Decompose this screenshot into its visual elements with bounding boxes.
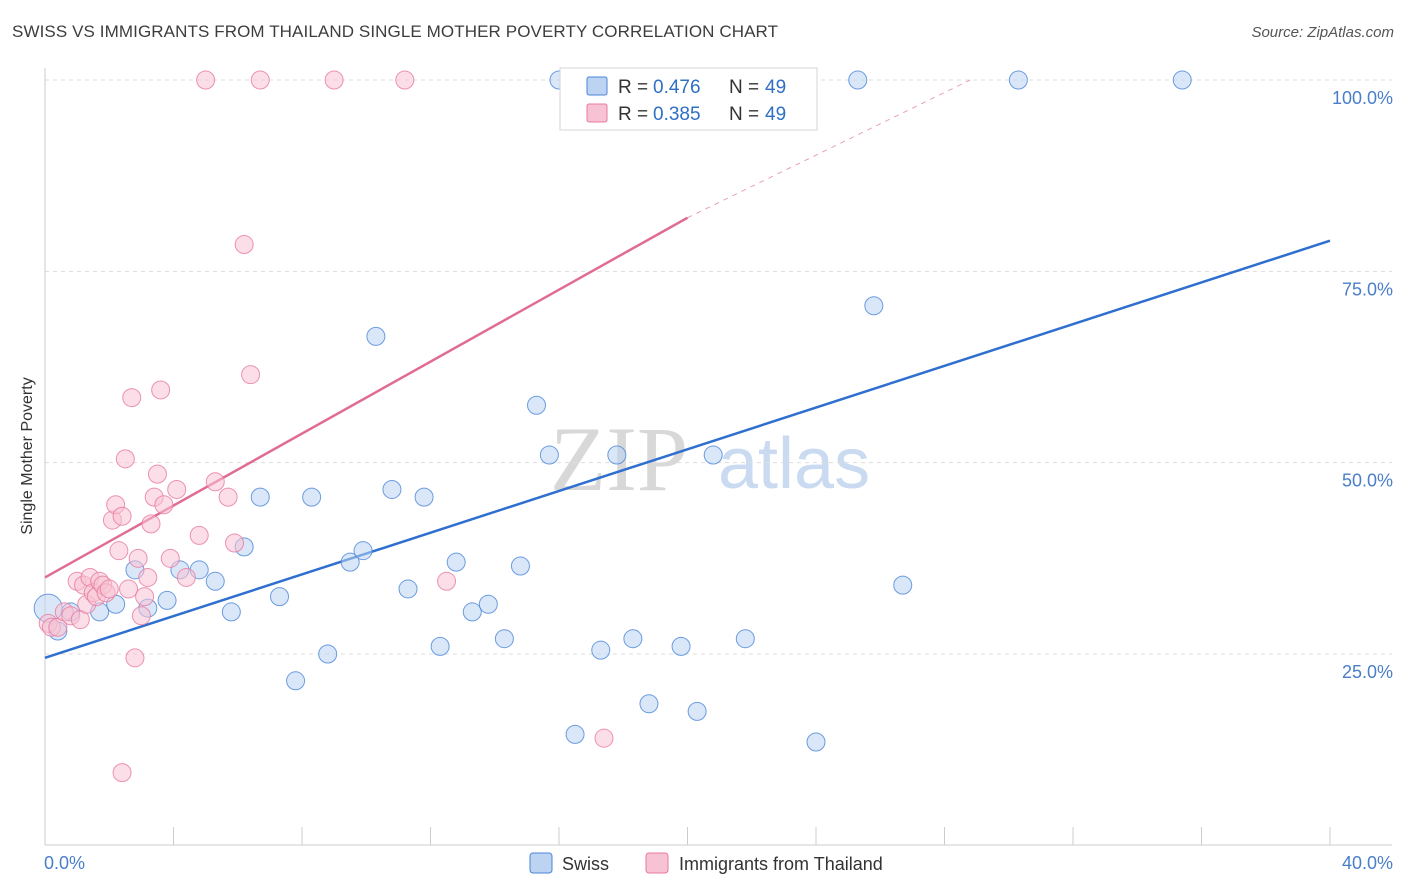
point-thailand — [154, 495, 174, 515]
y-tick-label-75: 75.0% — [1342, 279, 1393, 299]
point-thailand — [122, 388, 142, 408]
correlation-legend: R = 0.476 N = 49 R = 0.385 N = 49 — [559, 67, 818, 131]
point-thailand — [176, 567, 196, 587]
point-thailand — [324, 70, 344, 90]
point-swiss — [340, 552, 360, 572]
point-swiss — [565, 724, 585, 744]
point-thailand — [112, 506, 132, 526]
legend-n-label-thailand: N = — [729, 104, 759, 125]
y-tick-label-50: 50.0% — [1342, 471, 1393, 491]
point-thailand — [138, 567, 158, 587]
point-swiss — [462, 602, 482, 622]
point-thailand — [135, 587, 155, 607]
legend-r-value-thailand: 0.385 — [653, 104, 701, 125]
axes: 0.0% 40.0% — [44, 68, 1393, 873]
legend-n-value-thailand: 49 — [765, 104, 786, 125]
bottom-legend-swatch-thailand — [645, 852, 669, 874]
point-thailand — [109, 541, 129, 561]
legend-swatch-thailand — [586, 103, 608, 123]
legend-n-value-swiss: 49 — [765, 77, 786, 98]
point-thailand — [218, 487, 238, 507]
point-swiss — [527, 395, 547, 415]
point-swiss — [703, 445, 723, 465]
point-swiss — [157, 590, 177, 610]
source-credit: Source: ZipAtlas.com — [1251, 24, 1394, 41]
point-swiss — [205, 571, 225, 591]
point-swiss — [893, 575, 913, 595]
point-thailand — [437, 571, 457, 591]
legend-n-label-swiss: N = — [729, 77, 759, 98]
point-swiss — [414, 487, 434, 507]
trend-line-swiss — [44, 239, 1331, 660]
point-swiss — [864, 296, 884, 316]
point-thailand — [167, 479, 187, 499]
point-thailand — [99, 579, 119, 599]
point-thailand — [125, 648, 145, 668]
point-thailand — [594, 728, 614, 748]
point-swiss — [639, 694, 659, 714]
chart-title: SWISS VS IMMIGRANTS FROM THAILAND SINGLE… — [12, 22, 779, 41]
point-thailand — [250, 70, 270, 90]
bottom-legend-label-thailand: Immigrants from Thailand — [679, 854, 883, 874]
point-swiss — [286, 671, 306, 691]
point-thailand — [147, 464, 167, 484]
point-thailand — [141, 514, 161, 534]
point-swiss — [848, 70, 868, 90]
point-thailand — [131, 606, 151, 626]
point-swiss — [1008, 70, 1028, 90]
point-swiss — [430, 636, 450, 656]
legend-r-label-swiss: R = — [618, 77, 648, 98]
point-swiss — [806, 732, 826, 752]
point-thailand — [234, 235, 254, 255]
point-thailand — [225, 533, 245, 553]
point-thailand — [241, 365, 261, 385]
point-thailand — [119, 579, 139, 599]
point-swiss — [687, 701, 707, 721]
point-swiss — [398, 579, 418, 599]
point-thailand — [160, 548, 180, 568]
point-swiss — [735, 629, 755, 649]
trend-line-thailand-extension — [687, 79, 971, 219]
point-swiss — [539, 445, 559, 465]
legend-r-value-swiss: 0.476 — [653, 77, 701, 98]
legend-swatch-swiss — [586, 76, 608, 96]
point-swiss — [221, 602, 241, 622]
point-swiss — [270, 587, 290, 607]
point-swiss — [318, 644, 338, 664]
bottom-legend-label-swiss: Swiss — [562, 854, 609, 874]
point-swiss — [671, 636, 691, 656]
point-thailand — [128, 548, 148, 568]
point-swiss — [366, 326, 386, 346]
point-thailand — [112, 763, 132, 783]
point-swiss — [302, 487, 322, 507]
bottom-legend-swatch-swiss — [529, 852, 553, 874]
x-tick-label-max: 40.0% — [1342, 853, 1393, 873]
x-tick-label-min: 0.0% — [44, 853, 85, 873]
point-swiss — [446, 552, 466, 572]
data-points — [33, 70, 1192, 783]
point-swiss — [607, 445, 627, 465]
point-swiss — [494, 629, 514, 649]
legend-r-label-thailand: R = — [618, 104, 648, 125]
point-thailand — [196, 70, 216, 90]
point-swiss — [591, 640, 611, 660]
point-swiss — [1172, 70, 1192, 90]
series-legend: Swiss Immigrants from Thailand — [529, 852, 883, 874]
point-thailand — [189, 525, 209, 545]
point-thailand — [115, 449, 135, 469]
point-swiss — [623, 629, 643, 649]
point-thailand — [205, 472, 225, 492]
point-swiss — [353, 541, 373, 561]
point-swiss — [478, 594, 498, 614]
point-swiss — [382, 479, 402, 499]
trend-lines — [44, 79, 1331, 660]
point-swiss — [250, 487, 270, 507]
y-tick-label-25: 25.0% — [1342, 662, 1393, 682]
point-swiss — [510, 556, 530, 576]
y-tick-label-100: 100.0% — [1332, 88, 1393, 108]
point-thailand — [151, 380, 171, 400]
point-thailand — [395, 70, 415, 90]
watermark-atlas: atlas — [718, 424, 870, 504]
